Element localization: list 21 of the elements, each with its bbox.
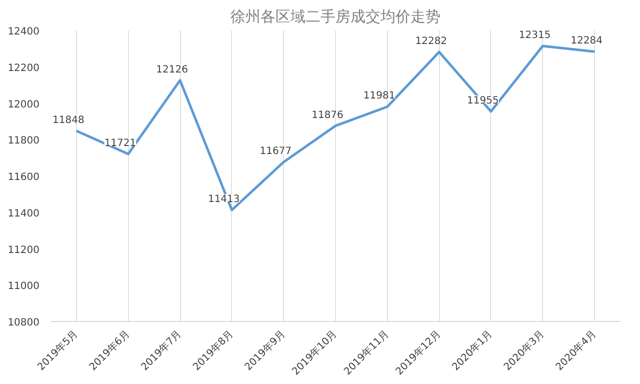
data-label: 11413 bbox=[208, 194, 240, 206]
y-tick-label: 11200 bbox=[8, 244, 40, 256]
data-label: 12284 bbox=[570, 36, 602, 47]
data-label: 12315 bbox=[518, 30, 551, 41]
data-label: 12126 bbox=[156, 64, 188, 76]
y-tick-label: 11000 bbox=[8, 281, 40, 292]
data-label: 11677 bbox=[260, 146, 292, 157]
data-label: 11721 bbox=[104, 138, 136, 149]
data-label: 11876 bbox=[312, 110, 344, 121]
y-tick-label: 11400 bbox=[8, 208, 40, 220]
y-tick-label: 10800 bbox=[8, 318, 40, 328]
data-label: 11981 bbox=[363, 90, 396, 102]
y-tick-label: 11600 bbox=[8, 172, 40, 183]
data-label: 11955 bbox=[467, 95, 499, 106]
data-label: 11848 bbox=[52, 114, 84, 126]
y-tick-label: 11800 bbox=[8, 136, 40, 147]
chart-title: 徐州各区域二手房成交均价走势 bbox=[230, 8, 440, 26]
y-tick-label: 12000 bbox=[8, 99, 40, 110]
y-tick-label: 12400 bbox=[8, 26, 40, 38]
y-tick-label: 12200 bbox=[8, 62, 40, 74]
data-label: 12282 bbox=[415, 36, 448, 47]
